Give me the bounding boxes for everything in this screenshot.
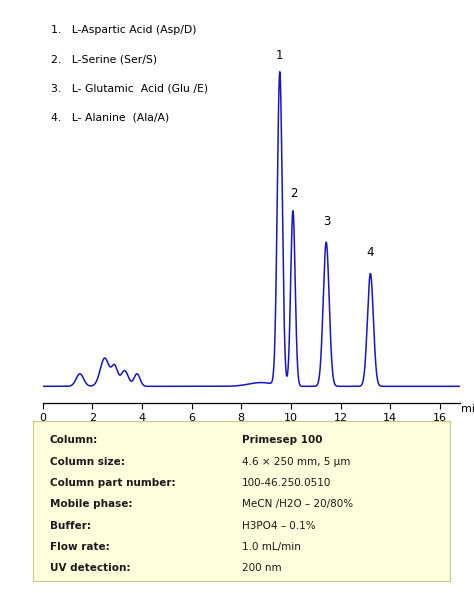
Text: MeCN /H2O – 20/80%: MeCN /H2O – 20/80% — [242, 499, 353, 509]
Text: Flow rate:: Flow rate: — [50, 542, 109, 552]
Text: Column part number:: Column part number: — [50, 478, 175, 488]
Text: 3: 3 — [323, 215, 331, 228]
Text: H3PO4 – 0.1%: H3PO4 – 0.1% — [242, 521, 315, 531]
Text: 200 nm: 200 nm — [242, 563, 282, 573]
Text: 2.   L-Serine (Ser/S): 2. L-Serine (Ser/S) — [51, 55, 157, 65]
Text: 2: 2 — [290, 187, 298, 200]
Text: 4: 4 — [367, 246, 374, 259]
Text: Primesep 100: Primesep 100 — [242, 435, 322, 445]
Text: 3.   L- Glutamic  Acid (Glu /E): 3. L- Glutamic Acid (Glu /E) — [51, 83, 208, 93]
Text: Column size:: Column size: — [50, 457, 125, 467]
Text: 4.6 × 250 mm, 5 μm: 4.6 × 250 mm, 5 μm — [242, 457, 350, 467]
Text: 1.0 mL/min: 1.0 mL/min — [242, 542, 301, 552]
Text: Column:: Column: — [50, 435, 98, 445]
Text: UV detection:: UV detection: — [50, 563, 130, 573]
Text: Buffer:: Buffer: — [50, 521, 91, 531]
Text: 100-46.250.0510: 100-46.250.0510 — [242, 478, 331, 488]
Text: Mobile phase:: Mobile phase: — [50, 499, 132, 509]
Text: 4.   L- Alanine  (Ala/A): 4. L- Alanine (Ala/A) — [51, 112, 169, 122]
Text: 1: 1 — [276, 49, 283, 62]
Text: min: min — [461, 404, 474, 414]
Text: 1.   L-Aspartic Acid (Asp/D): 1. L-Aspartic Acid (Asp/D) — [51, 25, 197, 36]
